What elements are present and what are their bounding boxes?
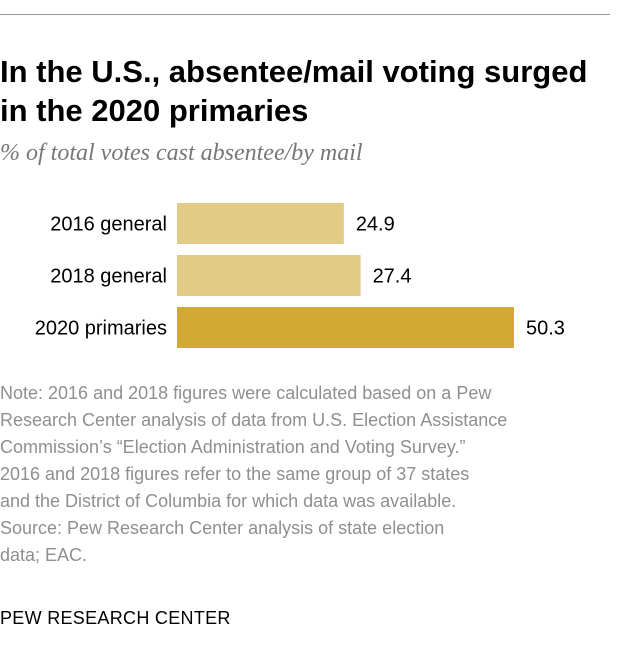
bar-2016-general — [177, 203, 344, 244]
bar-chart: 2016 general 24.9 2018 general 27.4 2020 pri… — [35, 203, 565, 348]
value-label: 27.4 — [373, 266, 412, 288]
note-line: and the District of Columbia for which d… — [0, 491, 457, 511]
note-line: data; EAC. — [0, 545, 88, 565]
category-label: 2016 general — [50, 214, 167, 236]
chart-note: Note: 2016 and 2018 figures were calcula… — [0, 380, 615, 569]
brand-footer: PEW RESEARCH CENTER — [0, 608, 231, 628]
note-line: Commission’s “Election Administration an… — [0, 437, 466, 457]
note-line: Note: 2016 and 2018 figures were calcula… — [0, 383, 492, 403]
chart-subtitle: % of total votes cast absentee/by mail — [0, 140, 363, 166]
value-label: 24.9 — [356, 214, 395, 236]
chart-title: In the U.S., absentee/mail voting surged… — [0, 54, 588, 128]
bar-2018-general — [177, 255, 361, 296]
note-line: 2016 and 2018 figures refer to the same … — [0, 464, 470, 484]
top-divider — [0, 14, 610, 15]
note-line: Source: Pew Research Center analysis of … — [0, 518, 445, 538]
category-label: 2018 general — [50, 266, 167, 288]
note-line: Research Center analysis of data from U.… — [0, 410, 508, 430]
value-label: 50.3 — [526, 318, 565, 340]
category-label: 2020 primaries — [35, 318, 167, 340]
bar-2020-primaries — [177, 307, 514, 348]
